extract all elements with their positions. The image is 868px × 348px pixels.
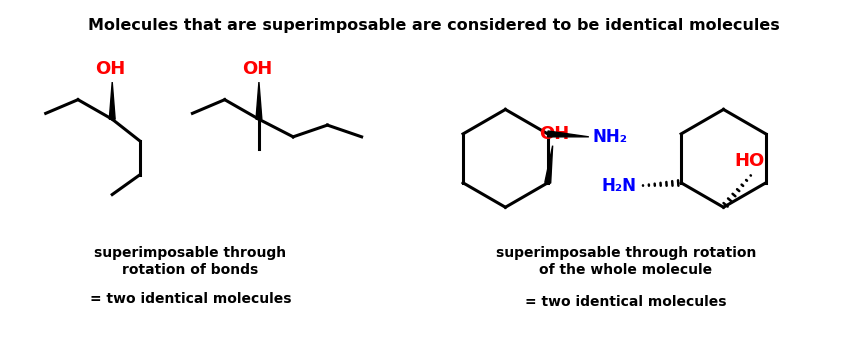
Polygon shape (545, 145, 553, 183)
Text: OH: OH (242, 60, 272, 78)
Polygon shape (109, 82, 115, 119)
Text: OH: OH (540, 125, 569, 143)
Text: H₂N: H₂N (602, 177, 636, 195)
Polygon shape (256, 82, 262, 119)
Text: OH: OH (95, 60, 125, 78)
Text: HO: HO (735, 152, 765, 170)
Text: NH₂: NH₂ (593, 128, 628, 146)
Text: = two identical molecules: = two identical molecules (89, 292, 292, 306)
Polygon shape (548, 131, 589, 137)
Text: = two identical molecules: = two identical molecules (525, 295, 727, 309)
Text: superimposable through
rotation of bonds: superimposable through rotation of bonds (95, 246, 286, 277)
Text: superimposable through rotation
of the whole molecule: superimposable through rotation of the w… (496, 246, 756, 277)
Text: Molecules that are superimposable are considered to be identical molecules: Molecules that are superimposable are co… (89, 17, 779, 32)
